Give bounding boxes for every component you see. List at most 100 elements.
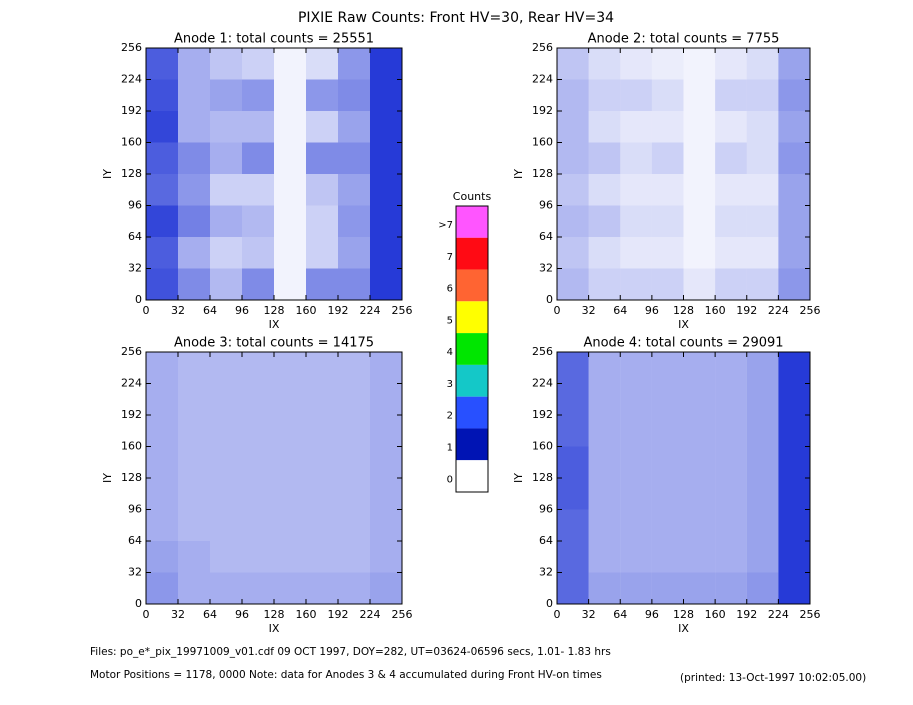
density-cell [210,174,242,206]
x-tick-label: 0 [143,304,150,317]
density-cell [338,509,370,541]
density-cell [306,268,338,300]
density-cell [683,205,716,237]
density-cell [778,237,810,269]
density-cell [370,383,402,415]
density-cell [778,509,810,541]
x-tick-label: 96 [235,304,249,317]
density-cell [338,415,370,447]
y-tick-label: 96 [539,503,553,516]
density-cell [370,446,402,478]
colorbar-label: 6 [447,284,453,295]
density-cell [588,572,621,604]
density-cell [588,446,621,478]
density-cell [746,572,779,604]
density-cell [557,205,589,237]
density-cell [715,142,747,174]
density-cell [146,268,178,300]
density-cell [715,541,747,573]
density-cell [306,383,338,415]
density-cell [746,509,779,541]
density-cell [338,383,370,415]
density-cell [274,142,306,174]
density-cell [146,541,178,573]
density-cell [274,383,306,415]
density-cell [306,478,338,510]
density-cell [557,446,589,478]
x-tick-label: 224 [360,608,381,621]
colorbar-swatch [456,396,488,429]
density-cell [178,509,210,541]
y-axis-label: IY [512,169,525,179]
panel-title: Anode 1: total counts = 25551 [174,32,374,47]
x-tick-label: 96 [645,304,659,317]
density-cell [242,478,274,510]
colorbar-swatch [456,428,488,461]
density-cell [778,446,810,478]
density-cell [274,174,306,206]
density-cell [620,541,652,573]
density-cell [557,48,589,80]
y-tick-label: 256 [532,41,553,54]
y-tick-label: 32 [128,262,142,275]
density-cell [683,174,716,206]
colorbar-label: 1 [447,443,453,454]
density-cell [588,142,621,174]
density-cell [778,415,810,447]
density-cell [557,383,589,415]
density-cell [338,478,370,510]
density-cell [178,237,210,269]
density-cell [338,79,370,111]
density-cell [588,111,621,143]
density-cell [210,446,242,478]
density-cell [178,111,210,143]
density-cell [370,572,402,604]
density-cell [274,111,306,143]
density-cell [210,478,242,510]
density-cell [370,541,402,573]
density-cell [715,446,747,478]
density-cell [370,48,402,80]
density-cell [683,572,716,604]
density-cell [178,142,210,174]
density-cell [178,268,210,300]
density-cell [746,383,779,415]
density-cell [242,383,274,415]
density-cell [370,237,402,269]
density-cell [588,478,621,510]
y-axis-label: IY [101,473,114,483]
y-tick-label: 256 [532,345,553,358]
density-cell [715,205,747,237]
density-cell [588,541,621,573]
density-cell [588,237,621,269]
density-cell [683,79,716,111]
density-cell [620,205,652,237]
density-cell [557,478,589,510]
density-cell [620,174,652,206]
y-tick-label: 128 [121,471,142,484]
x-tick-label: 32 [171,608,185,621]
colorbar-label: 2 [447,411,453,422]
density-cell [778,111,810,143]
density-cell [778,174,810,206]
density-cell [306,142,338,174]
y-tick-label: 128 [532,167,553,180]
density-cell [146,352,178,384]
density-cell [210,111,242,143]
density-cell [651,142,684,174]
density-cell [715,237,747,269]
density-cell [274,205,306,237]
density-cell [370,111,402,143]
density-cell [306,446,338,478]
density-cell [651,478,684,510]
density-cell [620,352,652,384]
density-cell [620,383,652,415]
density-cell [620,572,652,604]
density-cell [370,415,402,447]
x-tick-label: 160 [705,304,726,317]
density-cell [338,572,370,604]
density-cell [274,79,306,111]
density-cell [620,415,652,447]
density-cell [620,142,652,174]
